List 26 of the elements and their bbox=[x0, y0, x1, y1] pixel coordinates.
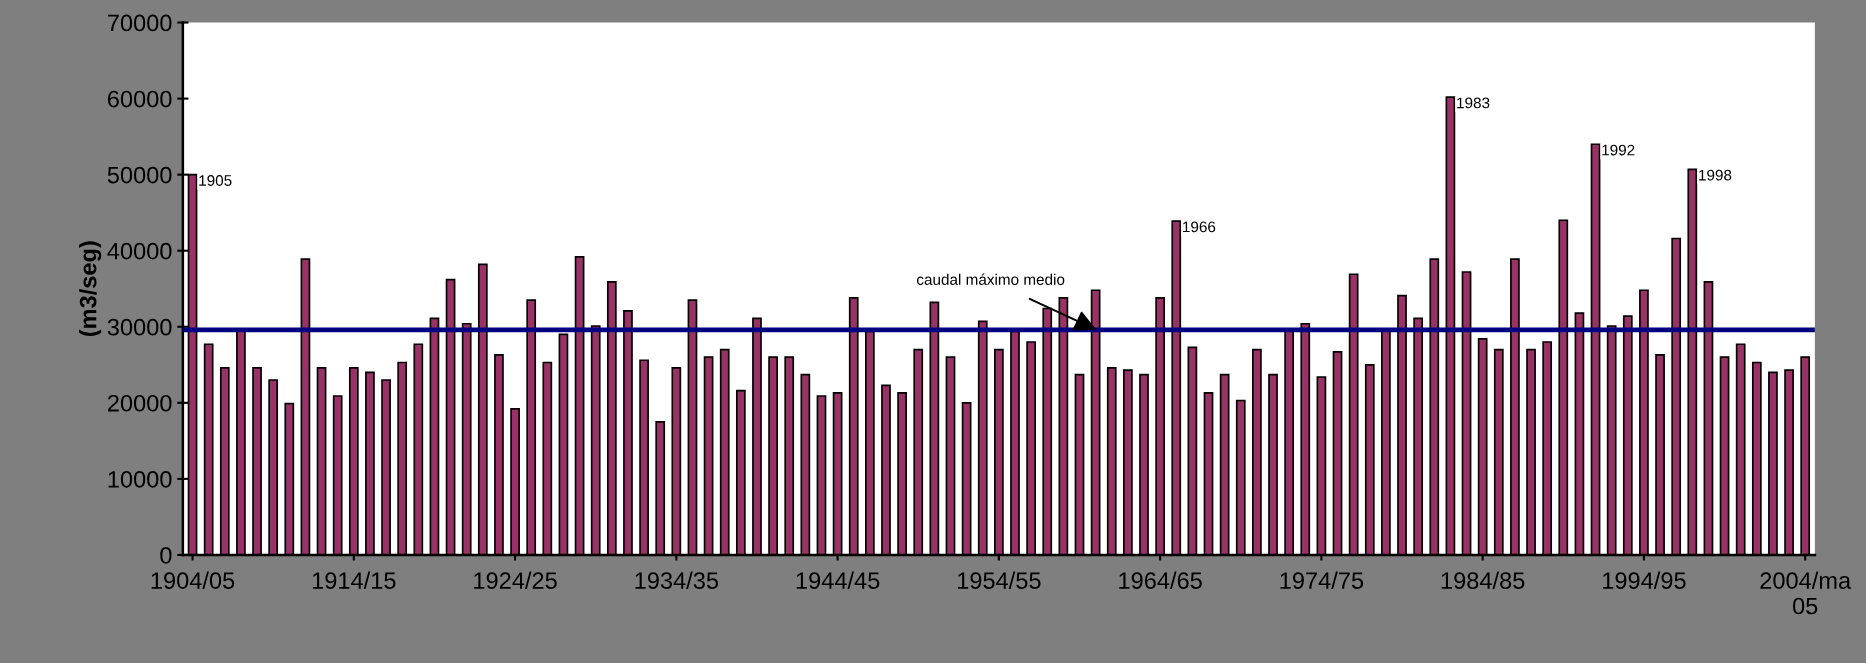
annotation: 1983 bbox=[1457, 97, 1490, 109]
x-tick-label: 1954/55 bbox=[958, 571, 1041, 589]
x-tick-label: 1974/75 bbox=[1280, 571, 1364, 589]
y-tick-label: 20000 bbox=[107, 394, 172, 412]
x-tick-label: 1994/95 bbox=[1603, 571, 1686, 589]
x-tick-label: 1904/05 bbox=[151, 571, 235, 589]
x-tick-label: 1934/35 bbox=[635, 571, 719, 589]
annotation: 1905 bbox=[199, 175, 232, 186]
x-tick-label: 1964/65 bbox=[1119, 571, 1202, 589]
x-tick-label: 2004/ma 05 bbox=[1760, 571, 1852, 615]
x-tick-label: 1984/85 bbox=[1441, 571, 1525, 589]
y-axis-title: (m3/seg) bbox=[79, 241, 102, 337]
x-tick-label: 1914/15 bbox=[312, 571, 396, 589]
x-tick-label: 1924/25 bbox=[474, 571, 557, 589]
y-tick-label: 30000 bbox=[107, 318, 172, 336]
y-tick-label: 10000 bbox=[108, 470, 172, 488]
annotation: 1998 bbox=[1699, 169, 1732, 181]
y-tick-label: 60000 bbox=[108, 90, 172, 108]
y-tick-label: 70000 bbox=[108, 14, 172, 32]
annotation: 1992 bbox=[1602, 144, 1635, 156]
y-tick-label: 50000 bbox=[107, 166, 172, 184]
annotation: 1966 bbox=[1183, 221, 1216, 233]
x-tick-label: 1944/45 bbox=[796, 571, 880, 589]
y-tick-label: 40000 bbox=[107, 242, 172, 260]
ref-line-label: caudal máximo medio bbox=[917, 273, 1065, 285]
y-tick-label: 0 bbox=[160, 547, 172, 564]
